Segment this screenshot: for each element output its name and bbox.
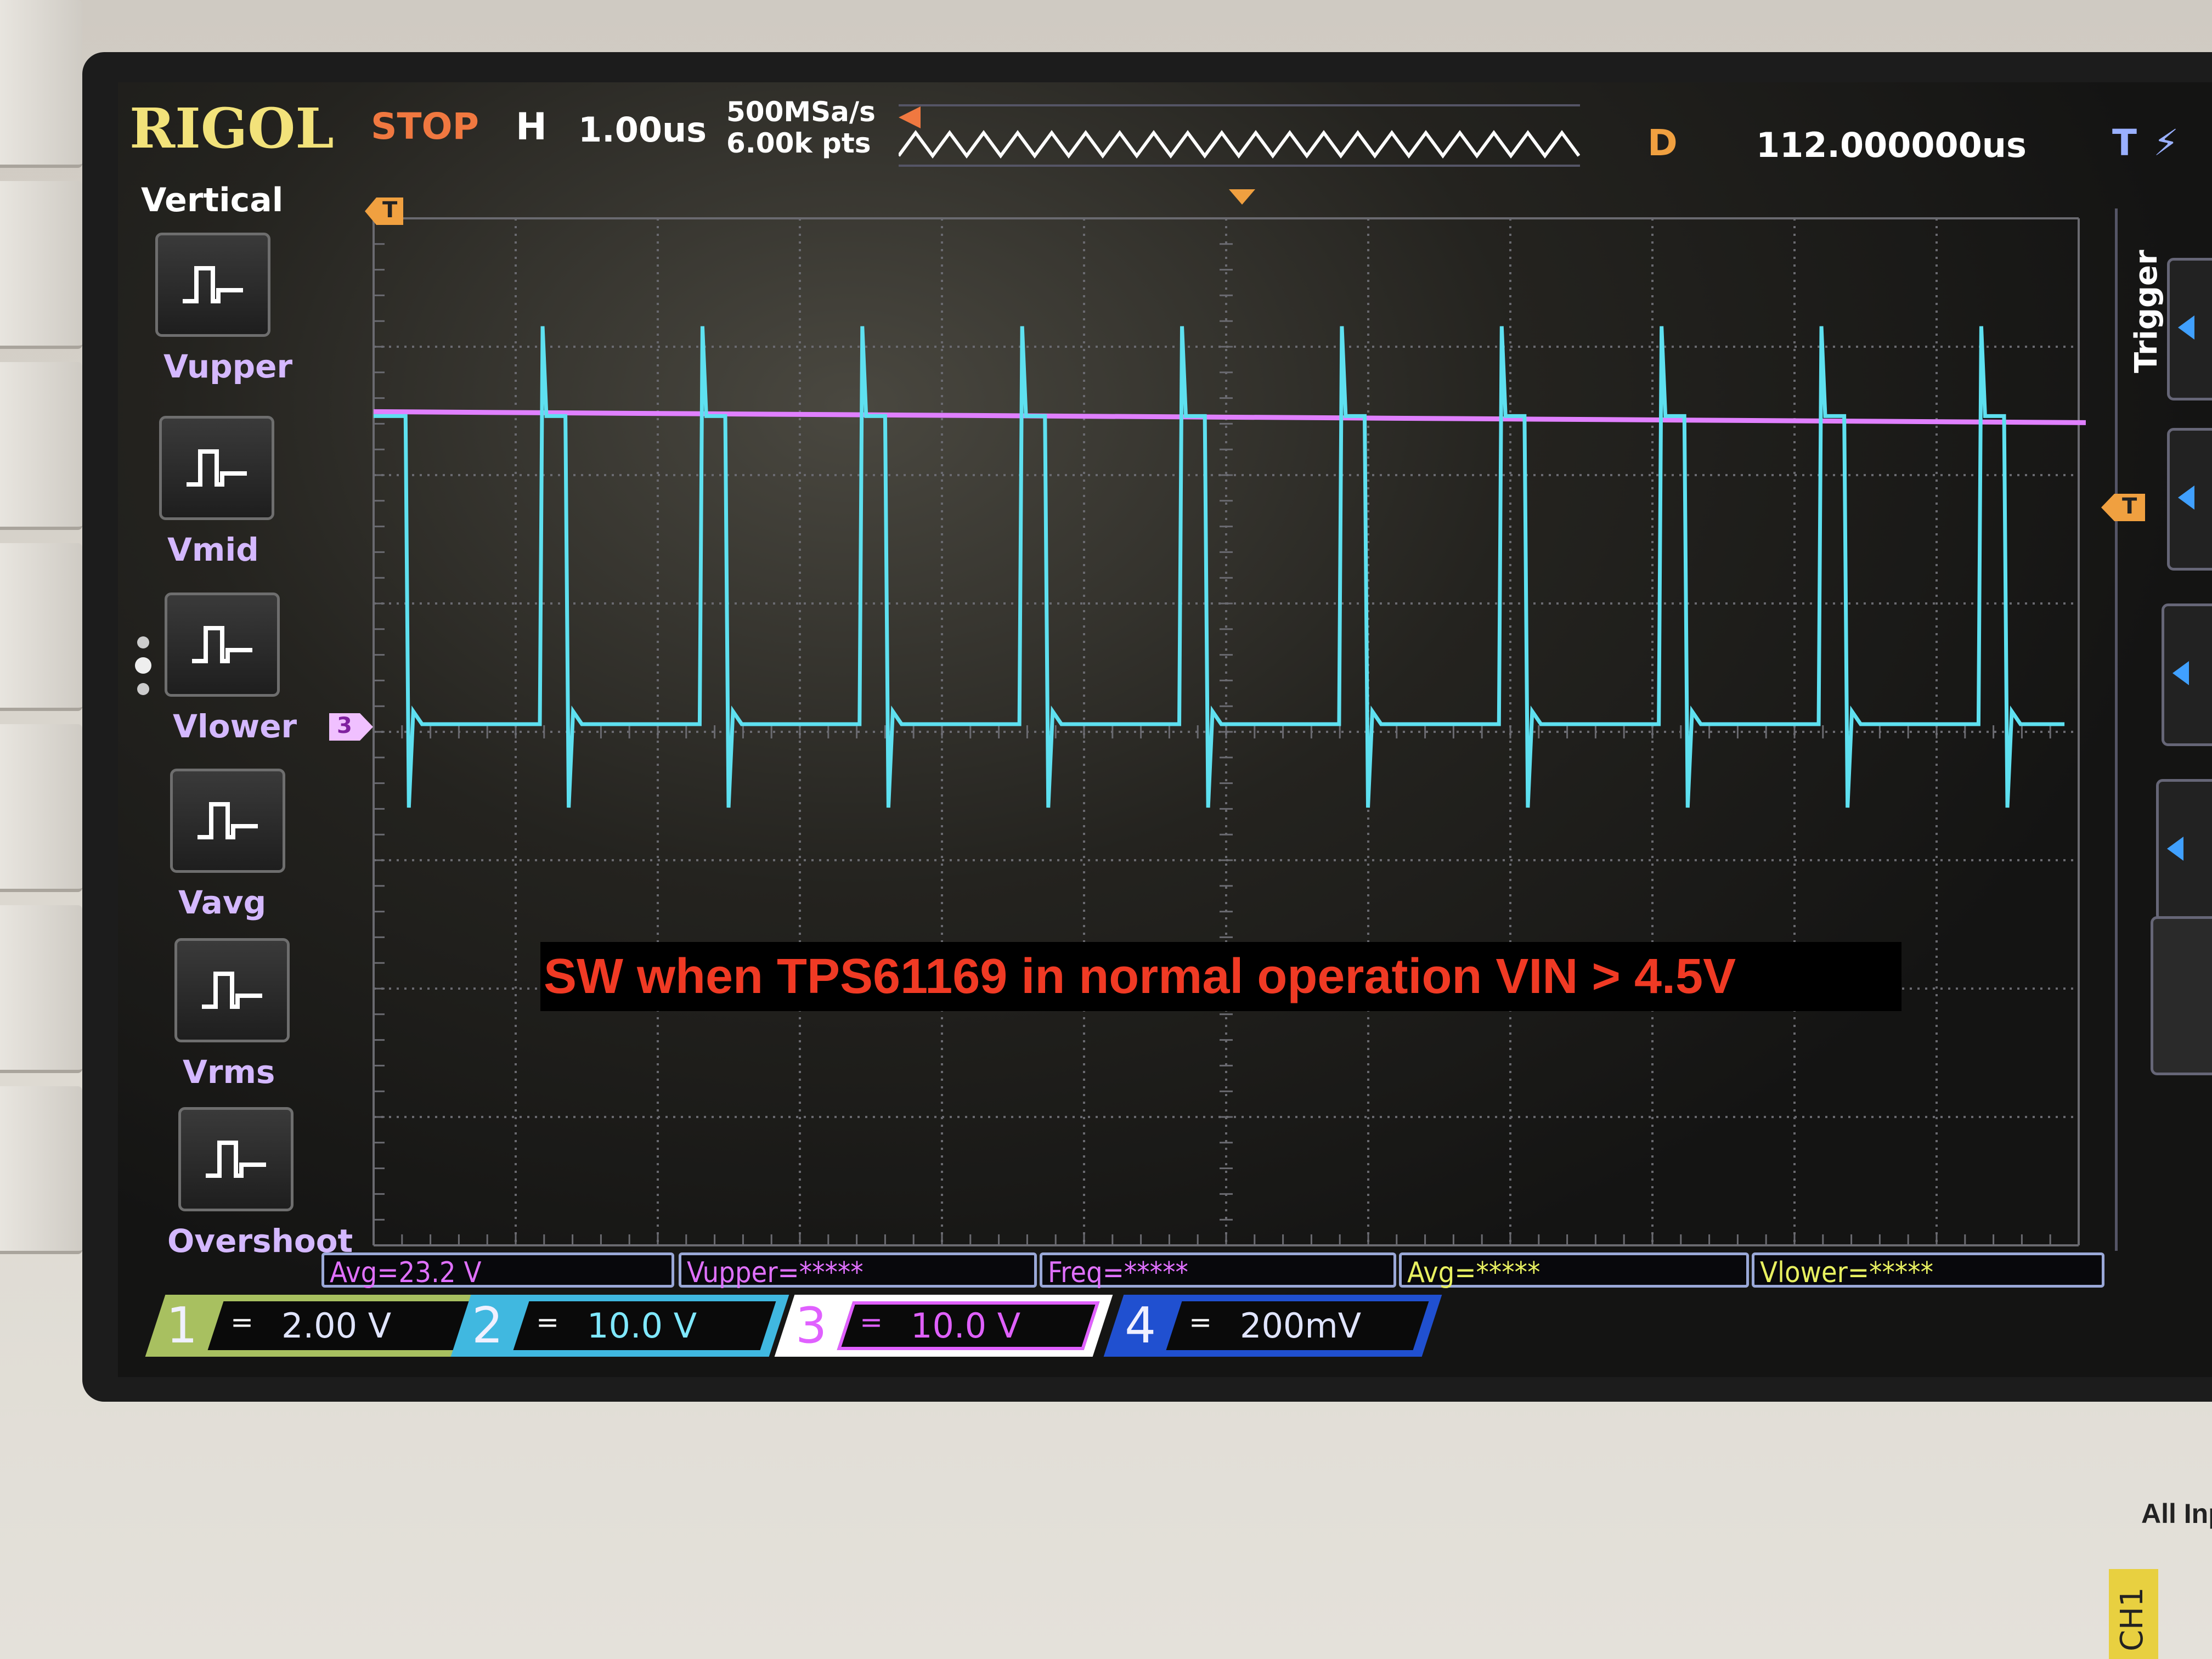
menu-button-vrms[interactable] <box>174 938 290 1042</box>
trigger-softkey[interactable] <box>2162 603 2212 746</box>
delay-value[interactable]: 112.000000us <box>1756 125 2027 165</box>
trigger-softkey[interactable] <box>2156 779 2212 922</box>
pulse-upper-icon <box>180 257 246 312</box>
side-key[interactable] <box>0 905 82 1073</box>
memory-depth: 6.00k pts <box>726 127 871 159</box>
channel-1-button[interactable]: 1 = 2.00 V <box>145 1295 484 1357</box>
annotation-box: SW when TPS61169 in normal operation VIN… <box>540 942 1901 1011</box>
timebase-label: H <box>516 105 547 149</box>
measurement-item[interactable]: Vupper=***** <box>679 1252 1037 1289</box>
left-arrow-icon <box>2178 315 2194 340</box>
trigger-time-marker-icon[interactable] <box>1229 189 1255 205</box>
measurement-item[interactable]: Avg=23.2 V <box>321 1252 674 1289</box>
left-arrow-icon <box>2167 837 2183 861</box>
channel-number: 4 <box>1125 1297 1156 1355</box>
menu-button-overshoot[interactable] <box>178 1107 294 1211</box>
ch2-trace <box>374 326 2065 808</box>
menu-button-vlower[interactable] <box>165 592 280 697</box>
measurement-item[interactable]: Vlower=***** <box>1752 1252 2104 1289</box>
channel-number: 1 <box>166 1297 198 1355</box>
dc-coupling-icon: = <box>1189 1306 1212 1338</box>
page-dot <box>137 683 149 695</box>
page-dot-active <box>135 657 151 674</box>
side-key[interactable] <box>0 543 82 711</box>
timebase-value[interactable]: 1.00us <box>578 110 707 150</box>
trigger-softkey[interactable] <box>2167 428 2212 571</box>
menu-label: Vupper <box>163 348 293 385</box>
channel-scale: 2.00 V <box>281 1306 392 1346</box>
menu-button-vmid[interactable] <box>159 416 274 520</box>
run-state[interactable]: STOP <box>371 105 479 148</box>
memory-waveform-icon <box>899 129 1580 159</box>
trigger-panel: Trigger <box>2115 208 2212 1251</box>
menu-label: Vlower <box>173 708 297 745</box>
panel-input-label: All Inp <box>2141 1498 2212 1529</box>
channel-number: 2 <box>472 1297 504 1355</box>
sine-rms-icon <box>199 963 265 1018</box>
side-key[interactable] <box>0 1086 82 1254</box>
display <box>118 82 2212 1377</box>
channel-number: 3 <box>795 1297 827 1355</box>
ch1-input-tag[interactable]: CH1 <box>2109 1569 2158 1659</box>
sample-rate: 500MSa/s <box>726 96 876 128</box>
menu-label: Vavg <box>178 884 267 921</box>
side-key[interactable] <box>0 724 82 892</box>
channel-4-button[interactable]: 4 = 200mV <box>1103 1295 1442 1357</box>
left-arrow-icon <box>2172 661 2189 685</box>
dc-coupling-icon: = <box>536 1306 560 1338</box>
channel-scale: 10.0 V <box>587 1306 697 1346</box>
channel-scale: 10.0 V <box>911 1306 1021 1346</box>
menu-label: Vmid <box>167 531 259 568</box>
trigger-status-icon: T <box>2112 122 2137 164</box>
menu-label: Vrms <box>183 1053 275 1091</box>
pulse-mid-icon <box>184 441 250 495</box>
edge-trigger-icon: ⚡ <box>2153 122 2179 164</box>
menu-title: Vertical <box>141 181 284 219</box>
channel-2-button[interactable]: 2 = 10.0 V <box>450 1295 789 1357</box>
ch3-trace <box>373 409 2086 425</box>
side-key[interactable] <box>0 362 82 530</box>
pulse-lower-icon <box>189 617 255 672</box>
menu-button-vupper[interactable] <box>155 233 270 337</box>
measurement-item[interactable]: Avg=***** <box>1399 1252 1749 1289</box>
trigger-softkey[interactable] <box>2167 258 2212 400</box>
side-key[interactable] <box>0 181 82 349</box>
sine-avg-icon <box>195 793 261 848</box>
menu-button-vavg[interactable] <box>170 769 285 873</box>
channel-scale: 200mV <box>1240 1306 1362 1346</box>
channel-3-button[interactable]: 3 = 10.0 V <box>774 1295 1113 1357</box>
memory-overview-bar[interactable] <box>899 104 1580 167</box>
measurement-item[interactable]: Freq=***** <box>1040 1252 1396 1289</box>
dc-coupling-icon: = <box>860 1306 883 1338</box>
left-arrow-icon <box>2178 486 2194 510</box>
page-dot <box>137 636 149 648</box>
side-key[interactable] <box>0 0 82 168</box>
dc-coupling-icon: = <box>230 1306 254 1338</box>
annotation-text: SW when TPS61169 in normal operation VIN… <box>544 949 1736 1004</box>
overshoot-icon <box>203 1132 269 1187</box>
delay-label: D <box>1647 122 1678 164</box>
trigger-softkey[interactable] <box>2151 916 2212 1075</box>
brand-logo: RIGOL <box>129 96 334 161</box>
